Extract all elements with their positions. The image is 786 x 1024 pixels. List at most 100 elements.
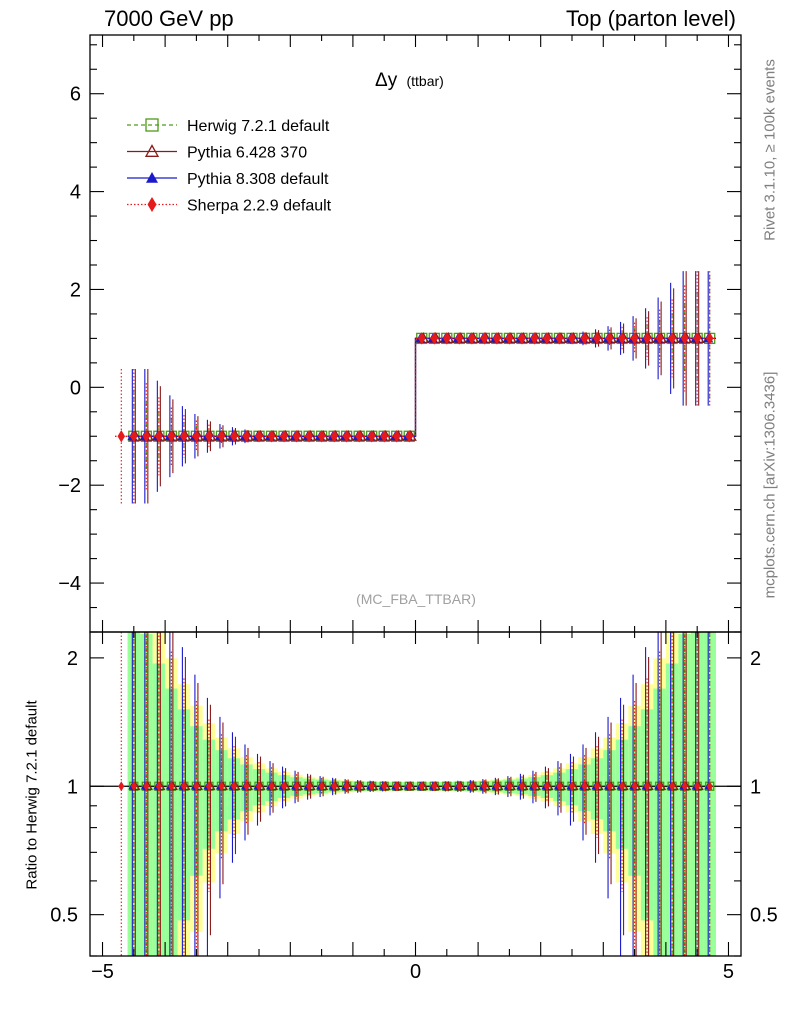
main-y-tick-label: 2 <box>70 279 81 301</box>
ratio-point <box>493 781 500 792</box>
ratio-point <box>343 781 350 792</box>
data-point <box>530 332 539 345</box>
data-point <box>668 332 676 345</box>
data-point <box>317 430 326 443</box>
data-point <box>355 430 363 443</box>
legend: Herwig 7.2.1 default Pythia 6.428 370 Pyth… <box>127 118 332 215</box>
legend-label: Pythia 6.428 370 <box>187 145 307 162</box>
ratio-point <box>581 781 588 792</box>
data-point <box>230 430 238 443</box>
main-y-tick-label: −2 <box>58 475 81 497</box>
data-point <box>342 430 351 443</box>
ratio-point <box>281 781 288 792</box>
ratio-x-tick-label: −5 <box>91 961 114 983</box>
data-point <box>555 332 564 345</box>
ratio-point <box>506 781 513 792</box>
ratio-point <box>118 781 125 792</box>
data-point <box>305 430 313 443</box>
data-point <box>192 430 201 443</box>
axis-labels: Δy (ttbar) (MC_FBA_TTBAR) <box>356 70 476 607</box>
series-line <box>127 337 716 437</box>
ratio-y-tick-label-right: 2 <box>750 648 761 670</box>
main-series <box>115 271 716 504</box>
legend-label: Pythia 8.308 default <box>187 171 329 188</box>
ratio-point <box>293 781 300 792</box>
data-point <box>618 332 626 345</box>
data-point <box>493 332 501 345</box>
ratio-point <box>130 781 137 792</box>
data-point <box>593 332 601 345</box>
data-point <box>130 430 138 443</box>
ratio-point <box>256 781 263 792</box>
legend-label: Sherpa 2.2.9 default <box>187 198 332 215</box>
ratio-point <box>443 781 450 792</box>
data-point <box>330 430 338 443</box>
data-point <box>418 332 426 345</box>
ratio-point <box>306 781 313 792</box>
ratio-y-tick-label: 1 <box>67 776 78 798</box>
ratio-point <box>230 781 237 792</box>
series-line <box>115 337 716 437</box>
ratio-point <box>468 781 475 792</box>
ratio-point <box>556 781 563 792</box>
ratio-point <box>694 781 701 792</box>
legend-marker <box>147 197 157 212</box>
ratio-point <box>318 781 325 792</box>
analysis-watermark: (MC_FBA_TTBAR) <box>356 591 476 607</box>
ratio-point <box>368 781 375 792</box>
ratio-point <box>418 781 425 792</box>
ratio-point <box>381 781 388 792</box>
ratio-point <box>456 781 463 792</box>
main-y-tick-label: −4 <box>58 573 81 595</box>
ratio-band-stat <box>665 663 679 956</box>
data-point <box>693 332 701 345</box>
data-point <box>480 332 489 345</box>
ratio-y-tick-label: 2 <box>67 648 78 670</box>
ratio-band-stat <box>628 726 641 876</box>
ratio-y-tick-label: 0.5 <box>50 905 78 927</box>
ratio-point <box>180 781 187 792</box>
data-point <box>380 430 388 443</box>
ratio-point <box>656 781 663 792</box>
ratio-point <box>193 781 200 792</box>
data-point <box>568 332 576 345</box>
ratio-uncertainty-bands <box>127 632 716 956</box>
axes: −5 0 5 −4 −2 0 2 4 6 0.5 0.5 1 1 2 2 <box>50 34 778 983</box>
ratio-point <box>669 781 676 792</box>
ratio-x-tick-label: 0 <box>410 961 421 983</box>
data-point <box>605 332 614 345</box>
ratio-point <box>218 781 225 792</box>
ratio-point <box>331 781 338 792</box>
ratio-point <box>406 781 413 792</box>
main-y-tick-label: 6 <box>70 84 81 106</box>
data-point <box>705 332 714 345</box>
ratio-x-tick-label: 5 <box>723 961 734 983</box>
header-energy-label: 7000 GeV pp <box>104 6 234 31</box>
data-point <box>167 430 176 443</box>
data-point <box>455 332 464 345</box>
data-point <box>142 430 151 443</box>
ratio-band-stat <box>190 726 203 876</box>
data-point <box>680 332 689 345</box>
ratio-point <box>619 781 626 792</box>
data-point <box>117 430 126 443</box>
data-point <box>543 332 551 345</box>
data-point <box>392 430 401 443</box>
data-point <box>630 332 639 345</box>
ratio-point <box>481 781 488 792</box>
ratio-point <box>606 781 613 792</box>
ratio-point <box>168 781 175 792</box>
data-point <box>292 430 301 443</box>
ratio-point <box>631 781 638 792</box>
ratio-point <box>393 781 400 792</box>
ratio-point <box>431 781 438 792</box>
data-point <box>280 430 288 443</box>
ratio-point <box>205 781 212 792</box>
ratio-band-stat <box>678 634 691 956</box>
data-point <box>430 332 439 345</box>
ratio-y-tick-label-right: 0.5 <box>750 905 778 927</box>
legend-marker <box>145 118 159 132</box>
data-point <box>205 430 213 443</box>
main-y-tick-label: 0 <box>70 377 81 399</box>
